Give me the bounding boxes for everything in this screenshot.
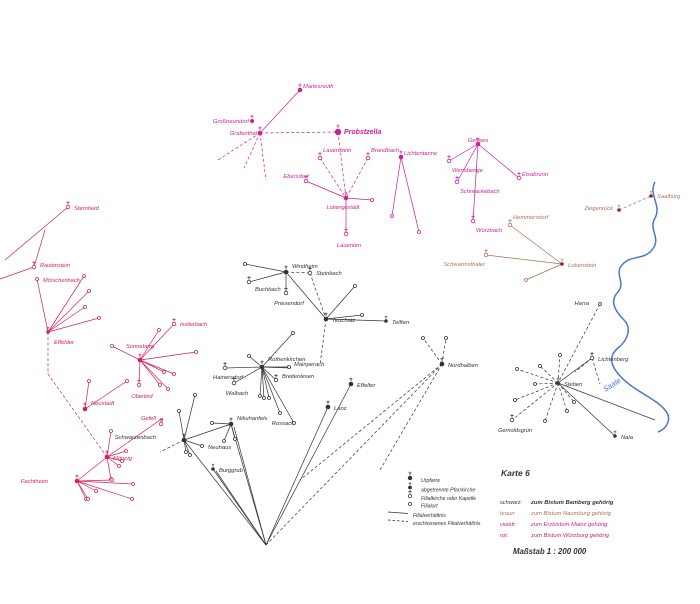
svg-text:erschlossenes Filialverhältnis: erschlossenes Filialverhältnis [413, 521, 481, 527]
svg-text:zum Bistum Würzburg gehörig: zum Bistum Würzburg gehörig [530, 533, 610, 539]
svg-text:Teuchatz: Teuchatz [332, 318, 355, 324]
svg-text:Wensbenge: Wensbenge [452, 168, 484, 174]
svg-text:Schwarmsthaler: Schwarmsthaler [443, 262, 486, 268]
svg-text:Nala: Nala [621, 435, 634, 441]
svg-text:Steinbach: Steinbach [316, 271, 342, 277]
svg-text:Lichtenberg: Lichtenberg [598, 357, 629, 363]
svg-text:Neustadt: Neustadt [91, 401, 115, 407]
svg-text:Grafenthal: Grafenthal [230, 131, 258, 137]
svg-text:Lobengestädt: Lobengestädt [327, 205, 360, 211]
svg-text:Urpfarre: Urpfarre [421, 478, 440, 484]
svg-text:Schmackebach: Schmackebach [460, 189, 500, 195]
svg-text:Isolierbach: Isolierbach [180, 322, 207, 328]
svg-text:Gernoldsgrün: Gernoldsgrün [498, 428, 532, 434]
svg-text:Mainperach: Mainperach [294, 362, 324, 368]
svg-text:Mörschenbach: Mörschenbach [43, 278, 80, 284]
svg-text:Rossach: Rossach [272, 421, 295, 427]
svg-text:zum Bistum Naumburg gehörig: zum Bistum Naumburg gehörig [530, 511, 612, 517]
svg-text:Hainersdorf: Hainersdorf [213, 375, 244, 381]
svg-text:Lanz: Lanz [334, 406, 347, 412]
svg-text:Steben: Steben [564, 382, 582, 388]
svg-text:Schwarzenbach: Schwarzenbach [115, 435, 156, 441]
svg-text:zum Bistum Bamberg gehörig: zum Bistum Bamberg gehörig [530, 500, 614, 506]
svg-text:Saalburg: Saalburg [657, 194, 681, 200]
svg-text:abgetrennte Pfarrkirche: abgetrennte Pfarrkirche [421, 488, 475, 494]
svg-text:Hemmersdorf: Hemmersdorf [513, 215, 549, 221]
svg-text:Rautenstein: Rautenstein [40, 263, 70, 269]
svg-text:Ebersdorf: Ebersdorf [283, 174, 310, 180]
svg-text:Lobenstein: Lobenstein [568, 263, 596, 269]
svg-text:Elsabrunn: Elsabrunn [522, 172, 548, 178]
svg-text:Probstzella: Probstzella [344, 129, 381, 136]
svg-text:Walbach: Walbach [226, 391, 248, 397]
svg-text:Marlesreuth: Marlesreuth [303, 84, 334, 90]
svg-text:Gefrees: Gefrees [468, 138, 489, 144]
svg-text:Saale: Saale [601, 376, 622, 394]
svg-text:Lauenstein: Lauenstein [323, 148, 351, 154]
svg-text:Windheim: Windheim [292, 264, 318, 270]
svg-text:Brandbach: Brandbach [371, 148, 399, 154]
svg-text:Großneundorf: Großneundorf [213, 119, 250, 125]
svg-text:Nikuhanfels: Nikuhanfels [237, 416, 267, 422]
svg-text:Ziegenrück: Ziegenrück [583, 206, 614, 212]
svg-text:Effelder: Effelder [54, 340, 75, 346]
svg-text:Oberlind: Oberlind [131, 394, 153, 400]
svg-text:Effelter: Effelter [357, 383, 376, 389]
svg-text:Nordhalben: Nordhalben [448, 363, 478, 369]
svg-text:Lichtentanne: Lichtentanne [404, 151, 438, 157]
svg-text:Maßstab 1 : 200 000: Maßstab 1 : 200 000 [513, 547, 587, 556]
svg-text:Teiften: Teiften [392, 320, 409, 326]
svg-text:Filialverhältnis: Filialverhältnis [413, 513, 446, 519]
svg-text:zum Erzbistum Mainz gehörig: zum Erzbistum Mainz gehörig [530, 522, 608, 528]
svg-text:Karte 6: Karte 6 [501, 468, 530, 478]
svg-text:Burggrub: Burggrub [219, 468, 244, 474]
svg-text:Buchbach: Buchbach [255, 287, 281, 293]
svg-text:Gefell: Gefell [141, 416, 157, 422]
svg-text:schwarz:: schwarz: [500, 500, 523, 506]
svg-text:Würzbach: Würzbach [476, 228, 502, 234]
svg-text:Priesendorf: Priesendorf [274, 301, 305, 307]
svg-text:Filialkirche oder Kapelle: Filialkirche oder Kapelle [421, 496, 476, 502]
svg-text:Fechtheim: Fechtheim [21, 479, 48, 485]
svg-text:Neuhaus: Neuhaus [208, 445, 231, 451]
svg-text:rot:: rot: [500, 533, 509, 539]
svg-text:Sternheid: Sternheid [74, 206, 100, 212]
svg-text:Breitenlesen: Breitenlesen [282, 374, 314, 380]
svg-text:violett:: violett: [500, 522, 517, 528]
svg-text:Lauenten: Lauenten [337, 243, 361, 249]
svg-text:braun:: braun: [500, 511, 516, 517]
svg-text:Harra: Harra [575, 301, 590, 307]
svg-text:Filialort: Filialort [421, 504, 438, 510]
svg-text:Sonneberg: Sonneberg [126, 344, 155, 350]
